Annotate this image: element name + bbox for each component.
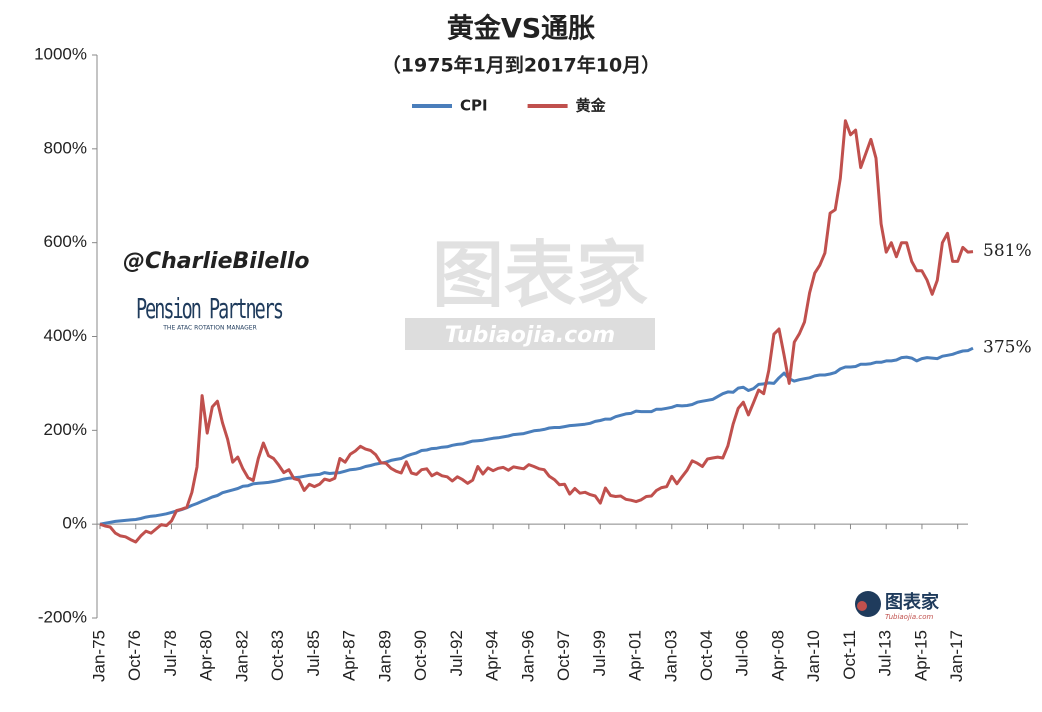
y-tick-label: 400%	[44, 326, 87, 345]
legend: CPI 黄金	[412, 97, 607, 115]
x-tick-label: Oct-83	[268, 630, 287, 681]
x-tick-label: Jan-96	[518, 630, 537, 682]
x-tick-label: Jul-99	[590, 630, 609, 676]
watermark-url: Tubiaojia.com	[445, 323, 615, 348]
x-tick-label: Jan-89	[375, 630, 394, 682]
series-line	[99, 119, 974, 544]
x-tick-label: Apr-01	[626, 630, 645, 681]
y-tick-label: 1000%	[34, 44, 87, 63]
watermark-text: 图表家	[432, 233, 648, 317]
x-tick-label: Apr-80	[197, 630, 216, 681]
x-tick-label: Apr-87	[340, 630, 359, 681]
x-tick-label: Jul-13	[876, 630, 895, 676]
x-tick-label: Apr-08	[768, 630, 787, 681]
x-tick-label: Oct-90	[411, 630, 430, 681]
x-tick-label: Oct-76	[125, 630, 144, 681]
y-tick-label: -200%	[38, 607, 87, 626]
x-tick-label: Jul-06	[733, 630, 752, 676]
series-line	[99, 346, 974, 526]
x-tick-label: Apr-94	[483, 630, 502, 681]
brand-name: Pension Partners	[136, 292, 283, 325]
x-tick-label: Jan-10	[804, 630, 823, 682]
legend-label: CPI	[460, 97, 488, 115]
x-tick-label: Oct-11	[840, 630, 859, 680]
x-tick-label: Oct-97	[554, 630, 573, 681]
x-tick-label: Jan-17	[947, 630, 966, 682]
author-handle: @CharlieBilello	[123, 249, 309, 274]
chart-subtitle: （1975年1月到2017年10月）	[382, 54, 660, 77]
legend-label: 黄金	[576, 97, 607, 115]
logo-text: 图表家	[885, 591, 940, 613]
y-tick-label: 600%	[44, 232, 87, 251]
x-tick-label: Jan-03	[661, 630, 680, 682]
watermark: 图表家 Tubiaojia.com	[405, 233, 655, 350]
y-tick-label: 200%	[44, 420, 87, 439]
y-tick-label: 800%	[44, 138, 87, 157]
x-tick-label: Jul-92	[447, 630, 466, 676]
x-tick-label: Jul-85	[304, 630, 323, 676]
y-tick-label: 0%	[62, 514, 87, 533]
logo-url: Tubiaojia.com	[885, 613, 934, 621]
x-tick-label: Jan-82	[232, 630, 251, 682]
chart-title: 黄金VS通胀	[447, 13, 595, 45]
corner-logo: 图表家 Tubiaojia.com	[855, 591, 940, 621]
x-tick-label: Apr-15	[911, 630, 930, 681]
brand-tagline: THE ATAC ROTATION MANAGER	[162, 325, 256, 332]
x-tick-label: Jan-75	[89, 630, 108, 682]
x-tick-label: Jul-78	[161, 630, 180, 676]
watermark-band	[405, 318, 655, 350]
x-tick-label: Oct-04	[697, 630, 716, 681]
value-label: 375%	[983, 338, 1032, 358]
value-label: 581%	[983, 241, 1032, 261]
logo-icon-dot	[857, 601, 867, 611]
